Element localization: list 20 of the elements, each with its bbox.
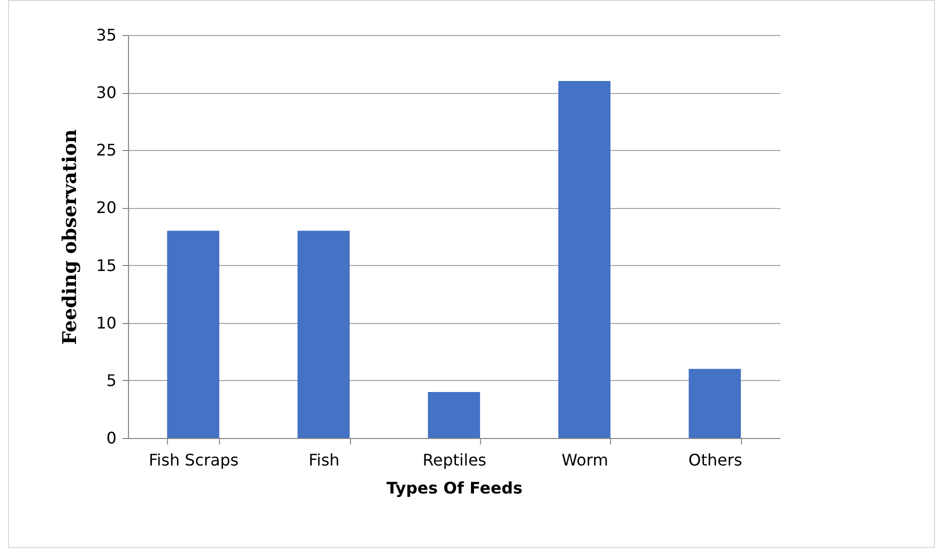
- y-tick-label: 25: [96, 140, 116, 160]
- y-axis-title: Feeding observation: [59, 129, 82, 345]
- bar: [428, 392, 480, 438]
- x-tick-label: Reptiles: [422, 450, 486, 470]
- bar: [558, 81, 610, 438]
- x-tick-label: Worm: [562, 450, 608, 470]
- y-tick-label: 10: [96, 313, 116, 332]
- x-tick-label: Fish Scraps: [148, 450, 239, 470]
- y-tick-label: 35: [96, 26, 116, 44]
- y-tick-label: 0: [106, 428, 116, 448]
- x-tick-label: Others: [688, 450, 742, 470]
- y-tick-label: 15: [96, 256, 116, 275]
- x-axis-title: Types Of Feeds: [386, 478, 522, 498]
- x-tick-label: Fish: [308, 450, 340, 470]
- y-tick-label: 30: [96, 83, 116, 102]
- y-tick-label: 20: [96, 198, 116, 218]
- bar: [688, 368, 741, 438]
- bar: [298, 230, 350, 438]
- y-tick-label: 5: [106, 370, 116, 390]
- bar: [167, 230, 220, 438]
